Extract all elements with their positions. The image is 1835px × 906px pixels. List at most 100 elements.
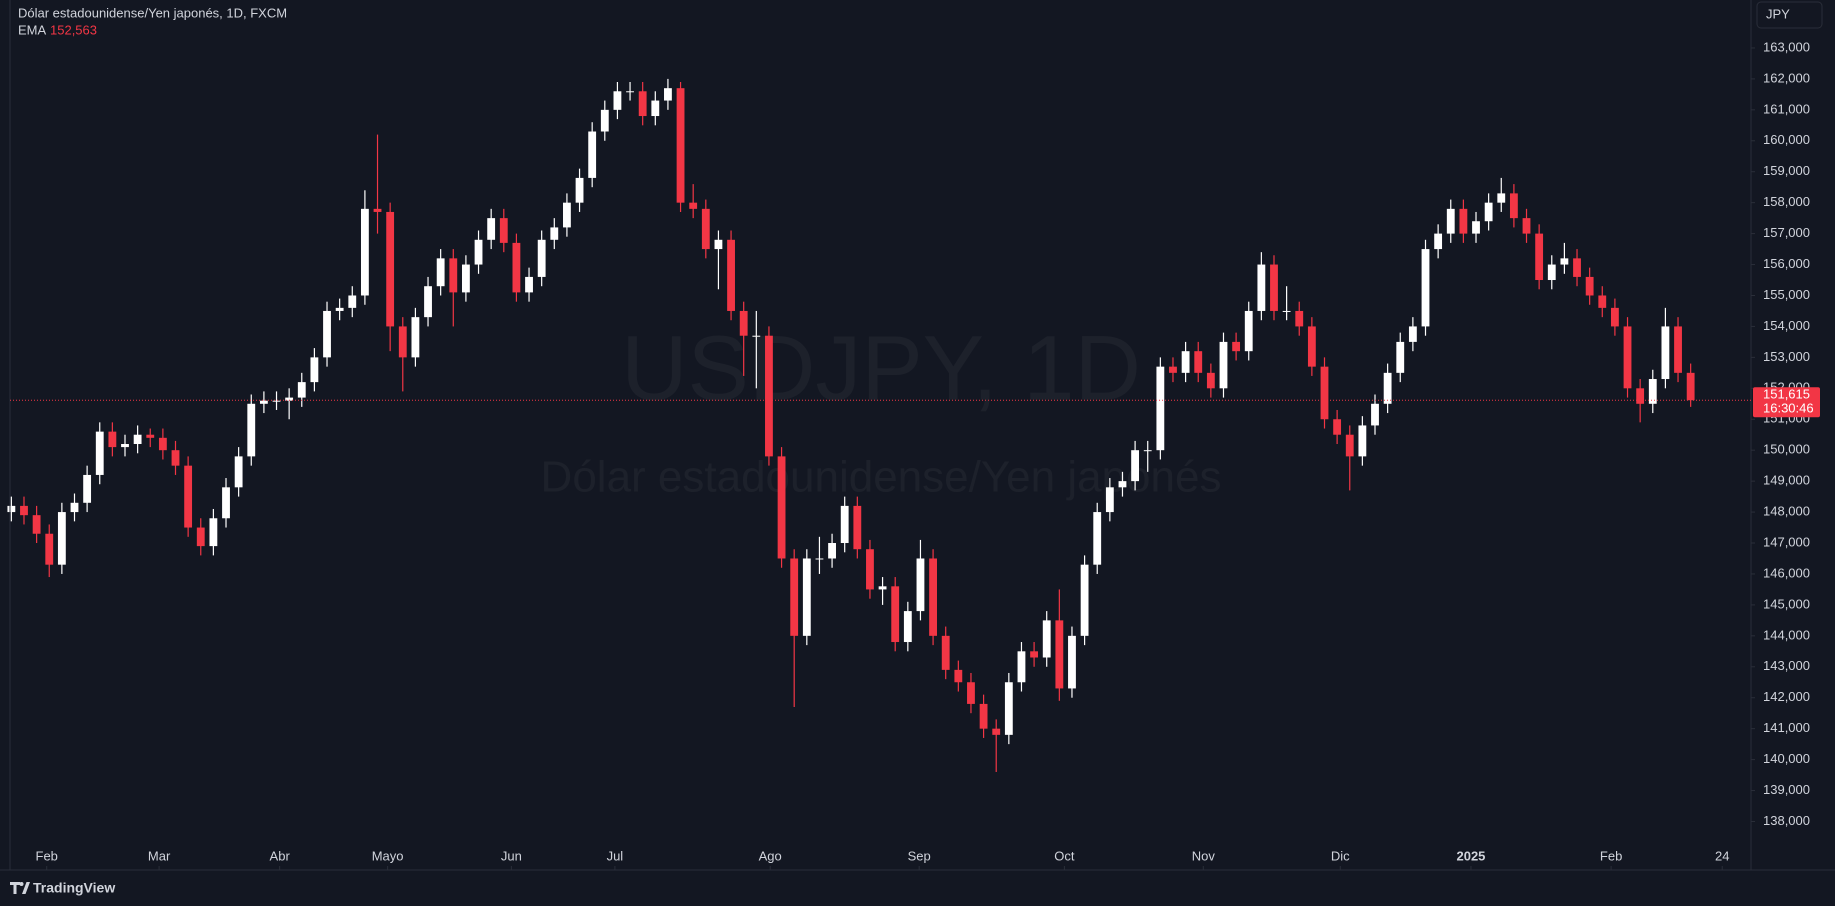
candle-body	[1156, 366, 1165, 451]
candle-body	[297, 382, 306, 398]
candle-body	[1573, 258, 1581, 277]
candle-body	[1181, 351, 1190, 373]
brand-name: TradingView	[33, 880, 115, 896]
y-tick-label: 158,000	[1763, 194, 1810, 209]
candle-body	[1421, 249, 1430, 327]
last-price-label: 151,615	[1763, 387, 1810, 402]
candle-body	[184, 465, 193, 528]
y-tick-label: 146,000	[1763, 565, 1810, 580]
candle-body	[1396, 341, 1405, 373]
candle-body	[752, 335, 761, 337]
candle-body	[967, 682, 975, 704]
candle-body	[525, 276, 533, 293]
y-tick-label: 143,000	[1763, 658, 1810, 673]
y-tick-label: 145,000	[1763, 596, 1810, 611]
candle-body	[1270, 264, 1278, 311]
candle-body	[676, 88, 685, 203]
candle-body	[802, 558, 811, 636]
currency-label[interactable]: JPY	[1766, 6, 1790, 21]
candle-body	[588, 131, 597, 178]
candle-body	[1042, 620, 1051, 658]
y-tick-label: 138,000	[1763, 813, 1810, 828]
candle-body	[436, 258, 445, 287]
candle-body	[1509, 193, 1518, 219]
candle-body	[108, 431, 117, 448]
candle-body	[790, 558, 799, 636]
candle-body	[550, 227, 559, 240]
candle-body	[929, 558, 937, 636]
candle-body	[878, 586, 887, 590]
candle-body	[765, 335, 773, 457]
watermark: USDJPY, 1D	[621, 317, 1141, 419]
y-tick-label: 157,000	[1763, 225, 1810, 240]
candle-body	[714, 239, 723, 250]
candle-body	[32, 515, 41, 534]
candle-body	[1674, 326, 1682, 373]
candle-body	[600, 109, 609, 132]
candle-body	[1320, 366, 1329, 420]
candle-body	[1636, 388, 1645, 404]
candle-body	[638, 91, 647, 117]
candle-body	[1194, 351, 1203, 373]
x-tick-label: Mar	[148, 848, 171, 863]
candle-body	[1244, 310, 1253, 352]
candle-body	[651, 100, 660, 117]
candle-body	[1610, 307, 1619, 327]
candle-body	[1585, 276, 1594, 296]
x-tick-label: Sep	[908, 848, 931, 863]
candle-body	[234, 456, 243, 488]
x-tick-label: 2025	[1456, 848, 1485, 863]
brand-logo	[10, 882, 30, 894]
candle-body	[20, 505, 28, 516]
countdown-label: 16:30:46	[1763, 401, 1814, 416]
candle-body	[941, 635, 950, 670]
candle-body	[1219, 341, 1228, 389]
logo-dot	[19, 882, 24, 886]
candle-body	[373, 208, 382, 212]
candle-body	[196, 527, 205, 547]
y-tick-label: 141,000	[1763, 720, 1810, 735]
watermark-subtitle: Dólar estadounidense/Yen japonés	[541, 453, 1222, 502]
candle-body	[828, 543, 836, 559]
symbol-title: Dólar estadounidense/Yen japonés, 1D, FX…	[18, 5, 287, 20]
candle-body	[1472, 221, 1480, 234]
candle-body	[1333, 419, 1342, 435]
candle-body	[386, 211, 395, 327]
x-tick-label: Dic	[1331, 848, 1350, 863]
currency-button[interactable]	[1756, 1, 1823, 29]
candle-body	[247, 403, 256, 457]
candle-body	[1547, 264, 1556, 281]
candle-body	[1080, 564, 1089, 636]
y-tick-label: 148,000	[1763, 504, 1810, 519]
candle-body	[1257, 264, 1266, 311]
candle-body	[1434, 233, 1443, 250]
candle-body	[45, 533, 54, 565]
candle-body	[146, 434, 155, 438]
candle-body	[1307, 326, 1316, 367]
candle-body	[1661, 326, 1670, 380]
candle-body	[398, 326, 407, 358]
candle-body	[1282, 310, 1291, 312]
x-tick-label: Oct	[1054, 848, 1075, 863]
candle-body	[1371, 403, 1379, 426]
candle-body	[853, 505, 862, 550]
last-price-box	[1753, 387, 1820, 418]
candle-body	[1484, 202, 1493, 222]
candle-body	[360, 208, 369, 296]
candle-body	[133, 434, 142, 445]
candle-body	[171, 450, 180, 466]
x-tick-label: Feb	[36, 848, 58, 863]
y-tick-label: 142,000	[1763, 689, 1810, 704]
candle-body	[424, 286, 432, 318]
candle-body	[411, 317, 420, 358]
y-tick-label: 139,000	[1763, 782, 1810, 797]
candle-body	[777, 456, 786, 559]
candle-body	[1143, 450, 1152, 452]
candle-body	[891, 586, 900, 643]
candle-body	[7, 505, 16, 513]
candle-body	[1522, 218, 1531, 234]
candle-body	[1560, 258, 1569, 265]
candle-body	[840, 505, 849, 544]
y-tick-label: 160,000	[1763, 132, 1810, 147]
candle-body	[613, 91, 622, 110]
